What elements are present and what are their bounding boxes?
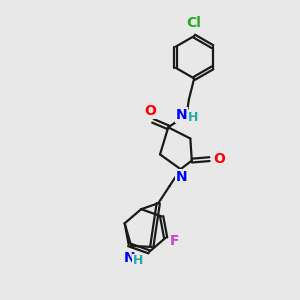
Text: H: H [132,254,143,267]
Text: N: N [176,108,187,122]
Text: O: O [145,104,157,118]
Text: H: H [188,110,198,124]
Text: N: N [176,170,188,184]
Text: N: N [124,251,136,265]
Text: F: F [170,234,179,248]
Text: O: O [213,152,225,166]
Text: Cl: Cl [187,16,202,30]
